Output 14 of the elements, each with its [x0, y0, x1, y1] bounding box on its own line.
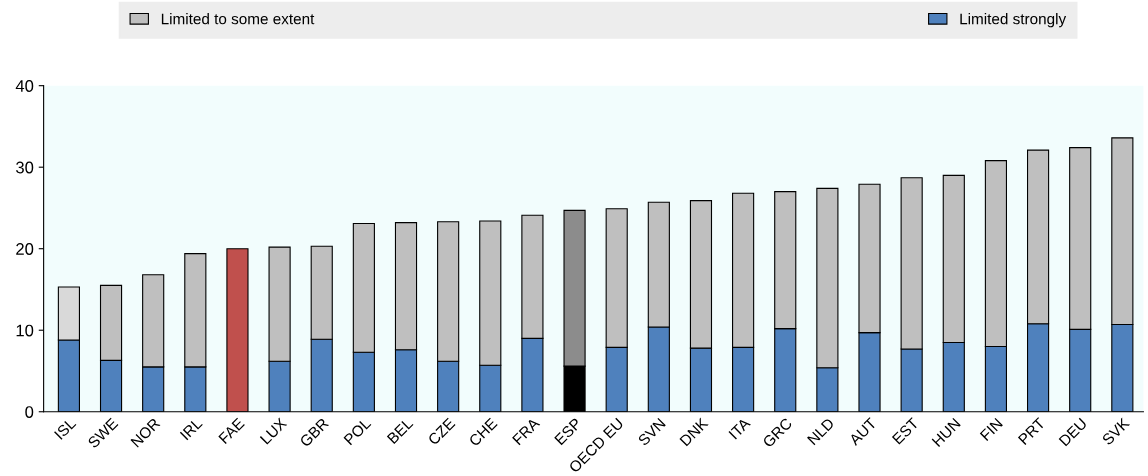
y-tick-label: 10 [16, 324, 34, 337]
x-tick-label: POL [343, 417, 372, 446]
y-tick-label: 40 [15, 80, 34, 92]
x-tick-label: FIN [979, 417, 1003, 441]
legend-label: Limited strongly [960, 13, 1067, 28]
x-tick-label: ISL [53, 417, 77, 440]
legend-label: Limited to some extent [161, 13, 315, 25]
x-tick-label: IRL [179, 417, 203, 441]
y-tick-label: 20 [16, 243, 34, 255]
y-tick-label: 0 [25, 406, 34, 418]
x-tick-label: ITA [728, 417, 751, 440]
y-tick-label: 30 [16, 161, 34, 174]
x-tick-label: FRA [512, 417, 541, 446]
x-tick-label: BEL [386, 417, 414, 444]
